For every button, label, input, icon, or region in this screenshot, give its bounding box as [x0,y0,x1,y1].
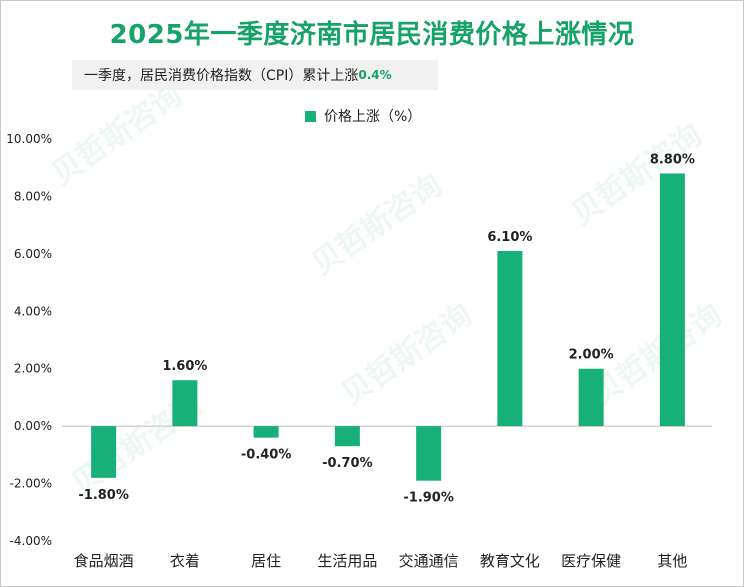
category-label: 医疗保健 [561,552,621,570]
bar [172,380,198,427]
legend: 价格上涨（%） [305,106,421,126]
category-label: 其他 [657,552,687,570]
category-label: 居住 [251,552,281,570]
category-label: 衣着 [170,552,200,570]
legend-label: 价格上涨（%） [324,109,422,125]
data-label: -0.40% [241,448,292,463]
bar [416,426,442,481]
bar [578,368,604,427]
category-label: 生活用品 [317,552,377,570]
y-tick-label: 2.00% [14,362,52,376]
data-label: -1.90% [403,491,454,506]
data-label: 1.60% [162,359,207,374]
y-tick-label: -4.00% [10,534,52,548]
y-tick-label: 8.00% [14,189,52,203]
bar [334,426,360,447]
data-label: 2.00% [569,348,614,363]
legend-swatch [305,110,316,122]
bar [659,173,685,427]
category-label: 交通通信 [399,552,459,570]
data-label: -0.70% [322,456,373,471]
bar [497,250,523,427]
category-label: 食品烟酒 [74,552,134,570]
subtitle-text: 一季度，居民消费价格指数（CPI）累计上涨 [84,68,359,84]
data-label: 6.10% [487,230,532,245]
data-label: -1.80% [78,488,129,503]
y-tick-label: 6.00% [14,247,52,261]
data-label: 8.80% [650,152,695,167]
category-label: 教育文化 [480,552,540,570]
chart-title: 2025年一季度济南市居民消费价格上涨情况 [109,20,635,50]
y-tick-label: 0.00% [14,419,52,433]
y-tick-label: 10.00% [6,132,52,146]
bar [253,426,279,438]
y-tick-label: 4.00% [14,304,52,318]
subtitle-box: 一季度，居民消费价格指数（CPI）累计上涨 0.4% [72,60,438,90]
subtitle-value: 0.4% [358,68,392,82]
y-tick-label: -2.00% [10,477,52,491]
bar [91,426,117,478]
